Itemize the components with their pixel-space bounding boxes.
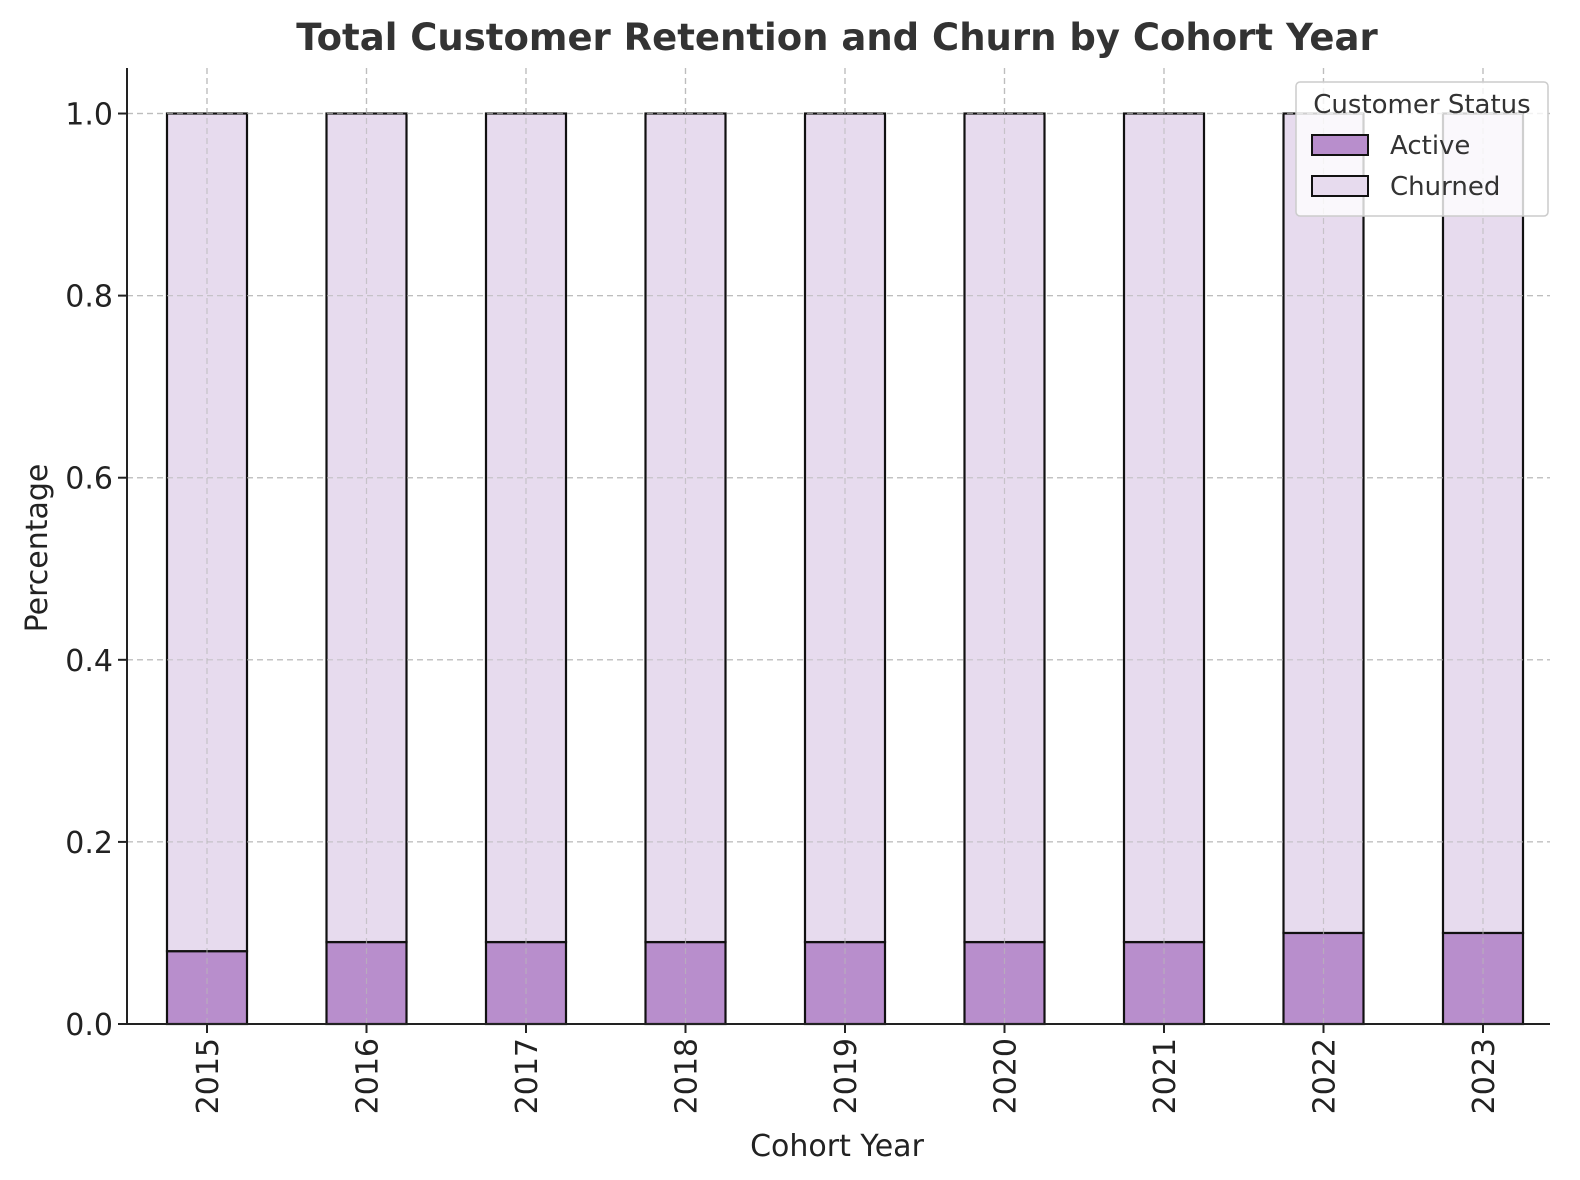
- y-ticks: 0.0 0.2 0.4 0.6 0.8 1.0: [65, 98, 127, 1043]
- legend-swatch-churned: [1311, 175, 1369, 197]
- legend: Customer Status Active Churned: [1295, 81, 1549, 217]
- bar-churned-2017: [484, 112, 568, 944]
- y-tick-label: 0.0: [65, 1008, 113, 1043]
- x-tick-label: 2018: [670, 1038, 705, 1114]
- bar-churned-2016: [325, 112, 408, 944]
- y-axis-label: Percentage: [20, 464, 55, 633]
- x-tick-label: 2019: [829, 1038, 864, 1114]
- x-tick-label: 2015: [191, 1038, 226, 1114]
- x-tick-label: 2016: [351, 1038, 386, 1114]
- bar-churned-2020: [963, 112, 1046, 944]
- bar-churned-2018: [644, 112, 727, 944]
- bar-churned-2021: [1122, 112, 1206, 944]
- y-tick-label: 0.4: [65, 644, 113, 679]
- legend-label-active: Active: [1390, 131, 1470, 161]
- y-tick-label: 1.0: [65, 98, 113, 133]
- bar-churned-2019: [803, 112, 887, 944]
- y-tick-label: 0.6: [65, 462, 113, 497]
- x-ticks: 2015 2016 2017 2018 2019 2020 2021 2022 2023: [191, 1024, 1502, 1114]
- legend-items: Active Churned: [1311, 131, 1500, 202]
- x-tick-label: 2020: [989, 1038, 1024, 1114]
- bars: [127, 68, 1550, 1026]
- chart-title: Total Customer Retention and Churn by Co…: [296, 16, 1378, 59]
- x-tick-label: 2021: [1148, 1038, 1183, 1114]
- axes: [126, 68, 1550, 1025]
- legend-label-churned: Churned: [1390, 172, 1500, 202]
- legend-title: Customer Status: [1313, 90, 1530, 120]
- legend-swatch-active: [1311, 134, 1369, 156]
- y-tick-label: 0.8: [65, 280, 113, 315]
- x-tick-label: 2023: [1467, 1038, 1502, 1114]
- x-tick-label: 2017: [510, 1038, 545, 1114]
- y-tick-label: 0.2: [65, 826, 113, 861]
- x-tick-label: 2022: [1308, 1038, 1343, 1114]
- x-axis-label: Cohort Year: [750, 1129, 924, 1164]
